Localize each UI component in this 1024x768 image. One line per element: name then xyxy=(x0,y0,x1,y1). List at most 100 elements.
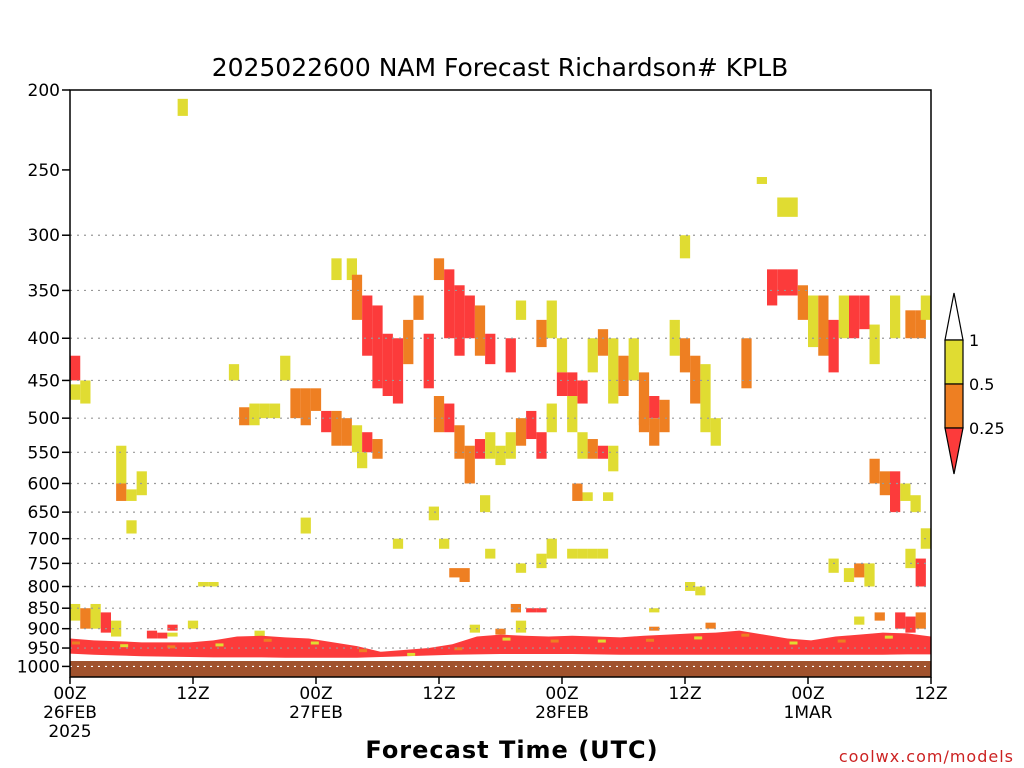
ri-cell xyxy=(474,439,486,459)
ri-cell xyxy=(685,581,696,591)
ri-cell xyxy=(628,338,639,381)
ri-cell xyxy=(290,388,301,419)
ri-cell xyxy=(485,432,496,459)
ri-cell xyxy=(705,622,716,629)
ri-cell xyxy=(116,445,127,484)
ri-cell xyxy=(572,483,583,501)
ri-cell xyxy=(215,643,224,647)
x-tick-label: 26FEB xyxy=(43,703,97,723)
ri-cell xyxy=(90,603,101,629)
ri-cell xyxy=(177,98,188,116)
ri-cell xyxy=(854,616,865,625)
ri-cell xyxy=(80,380,91,404)
y-tick-label: 400 xyxy=(28,329,60,349)
ri-cell xyxy=(382,333,393,397)
ri-cell xyxy=(439,538,450,549)
ri-cell xyxy=(300,388,311,426)
x-tick-label: 00Z xyxy=(299,684,332,704)
ri-cell xyxy=(756,177,767,184)
ri-cell xyxy=(869,324,880,365)
ri-cell xyxy=(351,274,363,320)
ri-cell xyxy=(510,603,521,613)
ri-cell xyxy=(910,495,921,513)
ri-cell xyxy=(157,632,168,639)
ri-cell xyxy=(638,372,650,426)
y-tick-label: 600 xyxy=(28,474,60,494)
ri-cell xyxy=(502,637,511,641)
ri-cell xyxy=(618,355,629,397)
ri-cell xyxy=(263,638,272,642)
ri-cell xyxy=(741,633,750,637)
y-tick-label: 650 xyxy=(28,503,60,523)
ri-cell xyxy=(828,319,839,373)
ri-cell xyxy=(608,338,619,404)
ri-cell xyxy=(407,652,416,656)
colorbar-arrow-top xyxy=(944,292,964,341)
ri-cell xyxy=(392,538,404,549)
ri-cell xyxy=(359,649,367,653)
ri-cell xyxy=(567,372,578,397)
plot-background xyxy=(70,90,931,677)
colorbar-legend: 1 0.5 0.25 xyxy=(944,292,1005,475)
ri-cell xyxy=(577,432,588,459)
x-tick-label: 00Z xyxy=(53,684,86,704)
ri-cell xyxy=(362,295,373,356)
ri-cell xyxy=(469,624,480,633)
ri-cell xyxy=(120,644,129,648)
x-axis-label: Forecast Time (UTC) xyxy=(365,736,658,764)
ri-cell xyxy=(890,295,901,339)
ri-cell xyxy=(495,628,506,635)
ri-cell xyxy=(459,568,470,582)
ri-cell xyxy=(843,568,855,582)
ri-cell xyxy=(167,632,178,637)
ri-cell xyxy=(259,403,270,419)
ri-cell xyxy=(808,295,819,348)
ri-cell xyxy=(859,295,870,330)
x-tick-label: 12Z xyxy=(422,684,455,704)
ri-cell xyxy=(100,612,111,633)
ri-cell xyxy=(536,319,547,348)
ri-cell xyxy=(310,388,322,411)
ri-cell xyxy=(480,495,491,513)
ri-cell xyxy=(70,603,81,621)
ri-cell xyxy=(454,647,463,651)
ri-cell xyxy=(818,295,829,356)
ri-cell xyxy=(70,384,81,400)
y-tick-label: 850 xyxy=(28,599,60,619)
ri-cell xyxy=(526,410,537,440)
ri-cell xyxy=(372,305,383,389)
ri-cell xyxy=(587,338,598,373)
ri-cell xyxy=(787,197,798,217)
y-tick-label: 700 xyxy=(28,530,60,550)
ri-cell xyxy=(679,338,691,373)
ri-cell xyxy=(249,403,260,426)
colorbar-orange xyxy=(944,383,964,429)
ri-cell xyxy=(567,396,578,433)
richardson-cells xyxy=(70,98,931,639)
ri-cell xyxy=(838,295,849,339)
ri-cell xyxy=(515,418,527,446)
ri-cell xyxy=(915,558,926,587)
ri-cell xyxy=(428,506,439,521)
y-tick-label: 250 xyxy=(28,161,60,181)
ri-cell xyxy=(351,425,363,453)
ri-cell xyxy=(884,635,893,639)
ri-cell xyxy=(646,638,654,642)
credit-text: coolwx.com/models xyxy=(839,747,1014,766)
ri-cell xyxy=(198,581,209,587)
ri-cell xyxy=(505,432,516,459)
y-tick-label: 300 xyxy=(28,226,60,246)
ri-cell xyxy=(905,548,916,569)
chart-title: 2025022600 NAM Forecast Richardson# KPLB xyxy=(212,53,789,82)
ri-cell xyxy=(536,608,547,613)
ri-cell xyxy=(597,329,609,356)
ri-cell xyxy=(895,612,906,629)
ri-cell xyxy=(167,624,178,631)
ri-cell xyxy=(777,197,788,217)
ri-cell xyxy=(556,372,568,397)
ri-cell xyxy=(659,399,670,433)
ri-cell xyxy=(392,338,404,404)
ri-cell xyxy=(837,639,846,643)
ri-cell xyxy=(228,364,240,381)
